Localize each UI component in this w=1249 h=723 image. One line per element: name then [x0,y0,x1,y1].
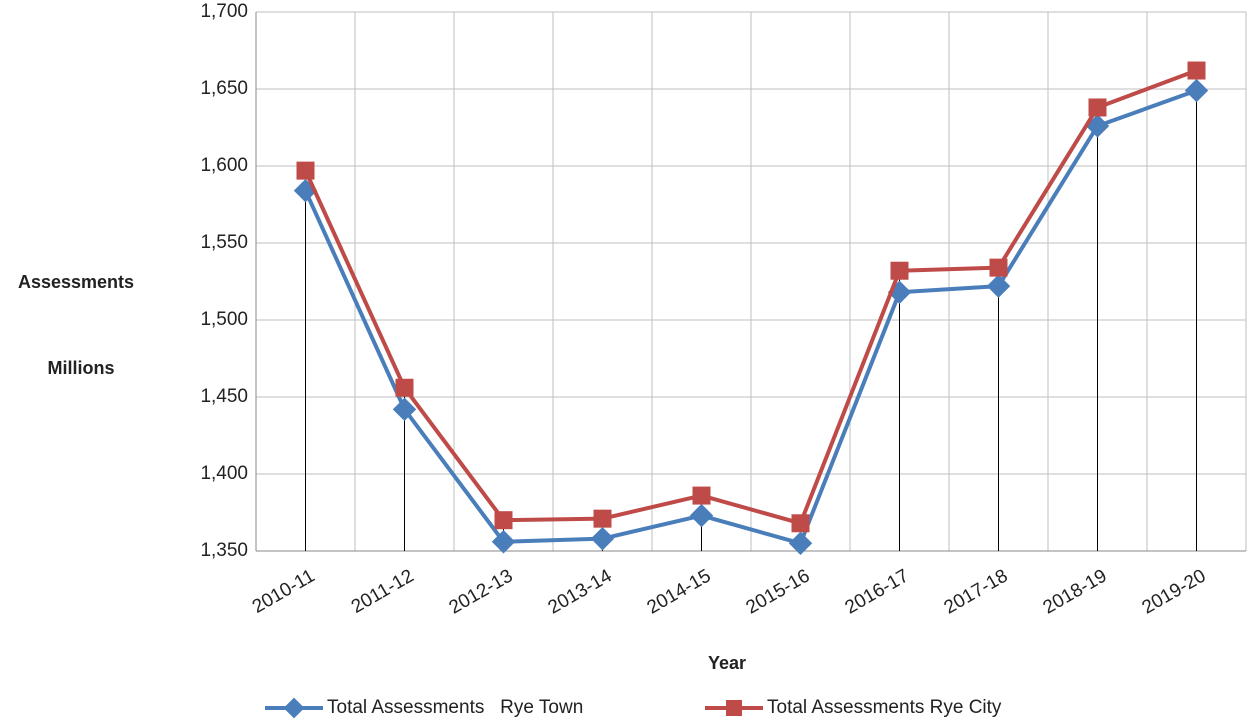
legend-label: Total Assessments Rye Town [327,697,583,718]
y-tick-label: 1,600 [200,155,248,176]
marker [392,397,417,422]
x-tick-label: 2010-11 [249,565,319,617]
marker [494,511,513,530]
series-line [303,88,1198,546]
y-axis-label: Assessments [18,272,134,292]
marker [890,261,909,280]
y-tick-label: 1,400 [200,463,248,484]
marker [590,526,615,551]
marker [986,274,1011,298]
x-axis-label: Year [708,653,746,673]
x-tick-label: 2013-14 [545,565,616,618]
marker [726,700,742,716]
y-axis-label: Millions [48,358,115,378]
marker [989,258,1008,277]
y-tick-label: 1,500 [200,309,248,330]
y-tick-label: 1,450 [200,386,248,407]
x-tick-label: 2016-17 [842,565,913,618]
marker [689,503,714,528]
legend-label: Total Assessments Rye City [767,697,1002,718]
series-line [303,68,1198,526]
x-tick-label: 2018-19 [1040,565,1111,618]
y-tick-label: 1,550 [200,232,248,253]
marker [1184,78,1209,103]
y-tick-label: 1,700 [200,1,248,22]
y-tick-label: 1,350 [200,540,248,561]
marker [1088,98,1107,117]
x-tick-label: 2015-16 [743,565,814,618]
x-tick-label: 2011-12 [348,565,418,617]
y-tick-label: 1,650 [200,78,248,99]
x-tick-label: 2017-18 [941,565,1012,618]
x-tick-label: 2019-20 [1139,565,1210,618]
marker [491,530,516,554]
marker [692,486,711,505]
marker [395,378,414,397]
marker [1187,61,1206,80]
marker [296,161,315,180]
x-tick-label: 2014-15 [644,565,715,618]
marker [788,531,813,555]
marker [791,514,810,533]
marker [593,509,612,528]
marker [283,697,305,719]
x-tick-label: 2012-13 [446,565,517,618]
